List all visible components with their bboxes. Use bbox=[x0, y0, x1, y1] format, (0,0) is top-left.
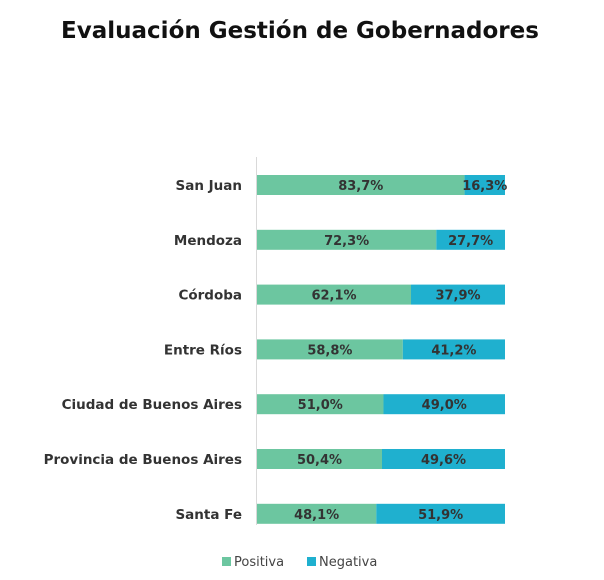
bar-positiva bbox=[257, 449, 382, 469]
bar-negativa bbox=[402, 339, 505, 360]
data-label: 83,7% bbox=[338, 179, 383, 194]
data-label: 48,1% bbox=[294, 508, 339, 523]
category-label: Provincia de Buenos Aires bbox=[44, 452, 242, 468]
data-label: 62,1% bbox=[311, 289, 356, 304]
bar-positiva bbox=[257, 339, 403, 360]
bar-positiva bbox=[257, 394, 384, 415]
legend-label: Positiva bbox=[234, 555, 284, 570]
legend-swatch bbox=[307, 557, 316, 566]
bar-negativa bbox=[464, 175, 505, 195]
bar-negativa bbox=[411, 284, 505, 305]
data-label: 51,0% bbox=[298, 398, 343, 413]
data-label: 16,3% bbox=[462, 179, 507, 194]
bar-negativa bbox=[376, 503, 505, 524]
data-label: 58,8% bbox=[307, 343, 352, 358]
data-label: 41,2% bbox=[431, 343, 476, 358]
data-label: 37,9% bbox=[435, 289, 480, 304]
category-label: Santa Fe bbox=[175, 507, 242, 523]
bar-positiva bbox=[257, 175, 465, 195]
bar-positiva bbox=[257, 503, 377, 524]
legend-swatch bbox=[222, 557, 231, 566]
category-label: Córdoba bbox=[178, 288, 242, 304]
bar-negativa bbox=[381, 449, 505, 469]
data-label: 72,3% bbox=[324, 234, 369, 249]
data-label: 51,9% bbox=[418, 508, 463, 523]
bar-positiva bbox=[257, 284, 412, 305]
category-label: Ciudad de Buenos Aires bbox=[62, 397, 242, 413]
legend: Positiva Negativa bbox=[222, 555, 377, 570]
data-label: 27,7% bbox=[448, 234, 493, 249]
bar-negativa bbox=[383, 394, 505, 415]
category-label: San Juan bbox=[176, 178, 243, 194]
data-label: 49,0% bbox=[422, 398, 467, 413]
data-label: 50,4% bbox=[297, 453, 342, 468]
category-label: Mendoza bbox=[174, 233, 242, 249]
plot-area: San Juan 83,7% 16,3% Mendoza 72,3% 27,7% Córdo… bbox=[44, 175, 507, 524]
category-label: Entre Ríos bbox=[164, 342, 242, 358]
chart-title: Evaluación Gestión de Gobernadores bbox=[61, 18, 539, 44]
bar-negativa bbox=[436, 229, 505, 250]
legend-label: Negativa bbox=[319, 555, 377, 570]
data-label: 49,6% bbox=[421, 453, 466, 468]
bar-positiva bbox=[257, 229, 437, 250]
